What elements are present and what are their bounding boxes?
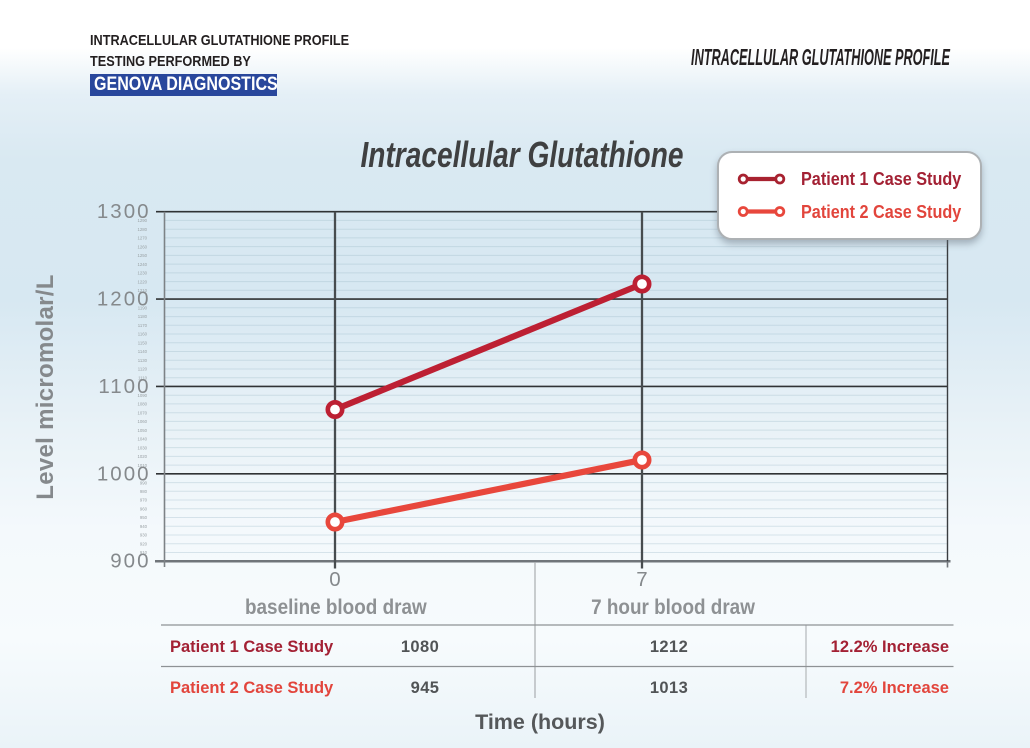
svg-text:950: 950: [140, 515, 148, 520]
svg-text:1060: 1060: [137, 419, 147, 424]
svg-text:1030: 1030: [137, 445, 147, 450]
svg-text:910: 910: [140, 550, 148, 555]
svg-text:1220: 1220: [137, 279, 147, 284]
svg-text:1050: 1050: [137, 428, 147, 433]
svg-text:1230: 1230: [137, 271, 147, 276]
svg-text:1010: 1010: [137, 463, 147, 468]
svg-text:1200: 1200: [97, 288, 151, 311]
svg-text:1080: 1080: [137, 402, 147, 407]
svg-text:1240: 1240: [137, 262, 147, 267]
svg-text:900: 900: [110, 550, 150, 573]
svg-text:1180: 1180: [138, 314, 148, 319]
svg-text:1100: 1100: [98, 375, 150, 398]
svg-text:1260: 1260: [137, 244, 147, 249]
svg-text:1150: 1150: [138, 341, 148, 346]
svg-text:990: 990: [140, 480, 148, 485]
svg-text:7: 7: [636, 568, 647, 591]
svg-text:1170: 1170: [138, 323, 148, 328]
svg-text:1250: 1250: [137, 253, 147, 258]
svg-text:1210: 1210: [137, 288, 147, 293]
svg-text:1270: 1270: [137, 236, 147, 241]
svg-text:1110: 1110: [138, 375, 148, 380]
svg-text:1130: 1130: [138, 358, 148, 363]
svg-text:0: 0: [329, 568, 340, 591]
svg-text:1000: 1000: [97, 462, 151, 485]
svg-text:1040: 1040: [137, 437, 147, 442]
svg-text:1300: 1300: [97, 200, 151, 223]
svg-text:1160: 1160: [138, 332, 148, 337]
svg-text:1280: 1280: [137, 227, 147, 232]
svg-text:1120: 1120: [138, 367, 148, 372]
svg-text:930: 930: [140, 533, 148, 538]
svg-text:970: 970: [140, 498, 148, 503]
svg-text:1290: 1290: [137, 218, 147, 223]
svg-text:920: 920: [140, 541, 148, 546]
svg-text:1190: 1190: [138, 306, 148, 311]
svg-text:980: 980: [140, 489, 148, 494]
svg-text:1020: 1020: [137, 454, 147, 459]
svg-text:1140: 1140: [138, 349, 148, 354]
svg-text:1090: 1090: [137, 393, 147, 398]
svg-text:960: 960: [140, 507, 148, 512]
svg-text:940: 940: [140, 524, 148, 529]
svg-text:1070: 1070: [137, 410, 147, 415]
